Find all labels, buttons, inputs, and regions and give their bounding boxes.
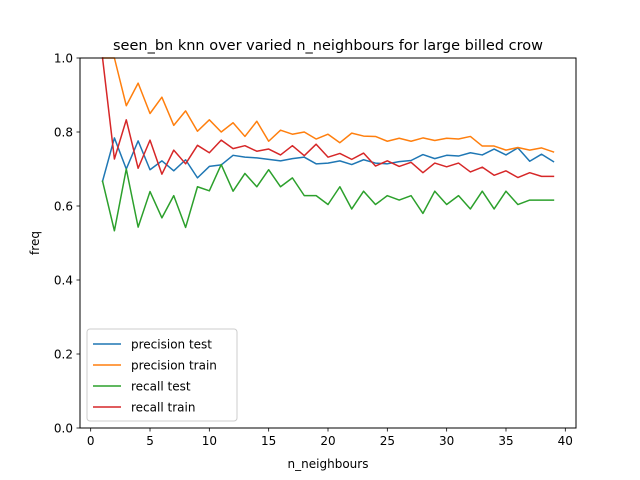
series-line-3 [101,57,555,179]
x-tick-label: 20 [320,434,335,448]
chart-title: seen_bn knn over varied n_neighbours for… [113,38,543,54]
y-tick-label: 0.2 [54,347,73,361]
legend-label-3: recall train [131,400,195,414]
series-line-1 [101,57,555,153]
x-tick-label: 15 [261,434,276,448]
x-tick-label: 10 [202,434,217,448]
series-line-2 [101,163,555,232]
y-tick-label: 0.0 [54,421,73,435]
x-tick-label: 0 [87,434,95,448]
legend: precision test precision train recall test… [86,328,238,422]
y-tick-label: 1.0 [54,51,73,65]
x-tick-label: 30 [439,434,454,448]
legend-label-1: precision train [131,358,217,372]
series-line-0 [101,137,555,183]
x-tick-label: 25 [380,434,395,448]
y-axis-label: freq [28,231,42,255]
x-axis-label: n_neighbours [288,457,369,471]
x-tick-label: 40 [558,434,573,448]
legend-label-2: recall test [131,379,191,393]
y-tick-label: 0.8 [54,125,73,139]
x-tick-label: 35 [498,434,513,448]
y-axis: 0.0 0.2 0.4 0.6 0.8 1.0 [54,51,80,435]
legend-box [86,328,238,422]
y-tick-label: 0.4 [54,273,73,287]
legend-label-0: precision test [131,337,212,351]
x-tick-label: 5 [146,434,154,448]
x-axis: 0 5 10 15 20 25 30 35 40 [87,428,573,448]
plot-lines [101,57,555,232]
y-tick-label: 0.6 [54,199,73,213]
